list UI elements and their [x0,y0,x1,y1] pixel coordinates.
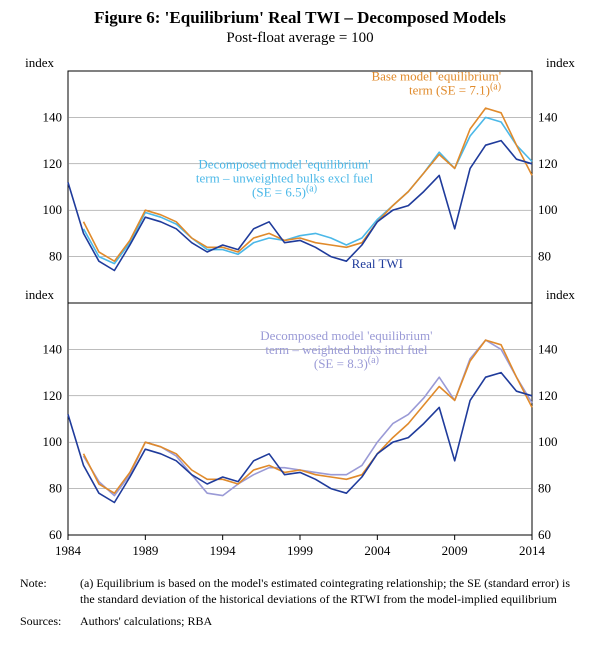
svg-text:140: 140 [538,341,558,356]
svg-text:120: 120 [538,388,558,403]
svg-text:60: 60 [49,527,62,542]
svg-text:index: index [546,287,575,302]
svg-text:2009: 2009 [442,543,468,558]
svg-text:60: 60 [538,527,551,542]
svg-text:80: 80 [538,481,551,496]
sources-label: Sources: [20,613,80,629]
svg-text:Base model 'equilibrium': Base model 'equilibrium' [371,68,501,83]
svg-text:120: 120 [43,388,63,403]
svg-text:(SE = 6.5)(a): (SE = 6.5)(a) [252,183,317,199]
notes-block: Note: (a) Equilibrium is based on the mo… [20,575,580,630]
svg-text:term (SE = 7.1)(a): term (SE = 7.1)(a) [409,81,501,97]
svg-text:140: 140 [43,341,63,356]
svg-text:120: 120 [43,156,63,171]
svg-text:2004: 2004 [364,543,391,558]
svg-text:Decomposed model 'equilibrium': Decomposed model 'equilibrium' [198,156,370,171]
svg-text:140: 140 [43,109,63,124]
svg-text:100: 100 [43,202,63,217]
svg-text:1984: 1984 [55,543,82,558]
sources-text: Authors' calculations; RBA [80,613,580,629]
svg-text:80: 80 [49,481,62,496]
svg-text:term – unweighted bulks excl f: term – unweighted bulks excl fuel [196,170,374,185]
chart-svg: 80 80 100 100 120 120 140 140 60 60 80 80 100 100 120 1… [20,53,580,563]
figure-subtitle: Post-float average = 100 [0,30,600,47]
svg-text:120: 120 [538,156,558,171]
chart-area: 80 80 100 100 120 120 140 140 60 60 80 80 100 100 120 1… [20,53,580,563]
note-text: (a) Equilibrium is based on the model's … [80,575,580,607]
svg-text:1999: 1999 [287,543,313,558]
figure-title: Figure 6: 'Equilibrium' Real TWI – Decom… [0,8,600,28]
svg-text:2014: 2014 [519,543,546,558]
svg-text:1994: 1994 [210,543,237,558]
svg-text:100: 100 [43,434,63,449]
svg-text:(SE = 8.3)(a): (SE = 8.3)(a) [314,355,379,371]
svg-text:1989: 1989 [132,543,158,558]
svg-text:Decomposed model 'equilibrium': Decomposed model 'equilibrium' [260,328,432,343]
svg-text:Real TWI: Real TWI [352,256,403,271]
svg-text:100: 100 [538,434,558,449]
svg-text:140: 140 [538,109,558,124]
svg-text:index: index [25,55,54,70]
svg-text:80: 80 [538,249,551,264]
note-label: Note: [20,575,80,607]
svg-text:term – weighted bulks incl fue: term – weighted bulks incl fuel [265,342,427,357]
svg-text:100: 100 [538,202,558,217]
svg-text:index: index [25,287,54,302]
svg-text:80: 80 [49,249,62,264]
svg-text:index: index [546,55,575,70]
